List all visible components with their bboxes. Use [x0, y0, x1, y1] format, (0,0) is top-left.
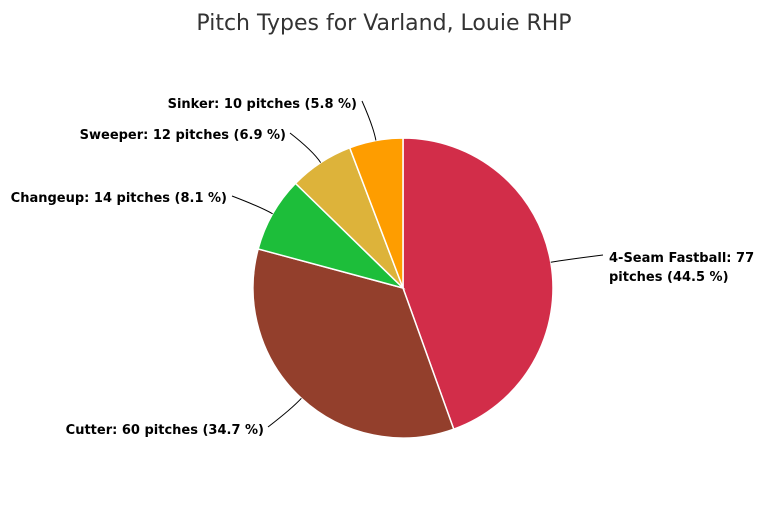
connector-sweeper	[289, 132, 322, 163]
connector-changeup	[231, 195, 273, 215]
connector-4-seam-fastball	[550, 254, 604, 263]
label-connectors	[231, 100, 604, 428]
slice-label-sweeper: Sweeper: 12 pitches (6.9 %)	[80, 128, 286, 143]
pie-slice-cutter	[252, 248, 455, 439]
connector-sinker	[361, 100, 377, 141]
slice-label-cutter: Cutter: 60 pitches (34.7 %)	[66, 423, 264, 438]
slice-label-4-seam-fastball: 4-Seam Fastball: 77 pitches (44.5 %)	[609, 251, 754, 285]
slice-label-changeup: Changeup: 14 pitches (8.1 %)	[11, 191, 227, 206]
connector-cutter	[267, 397, 302, 428]
slice-label-sinker: Sinker: 10 pitches (5.8 %)	[168, 97, 357, 112]
chart-title: Pitch Types for Varland, Louie RHP	[196, 11, 571, 36]
pie-slice-sinker	[348, 137, 404, 289]
slice-labels: 4-Seam Fastball: 77 pitches (44.5 %) Cutte…	[11, 97, 754, 438]
pie-slices	[252, 137, 554, 439]
